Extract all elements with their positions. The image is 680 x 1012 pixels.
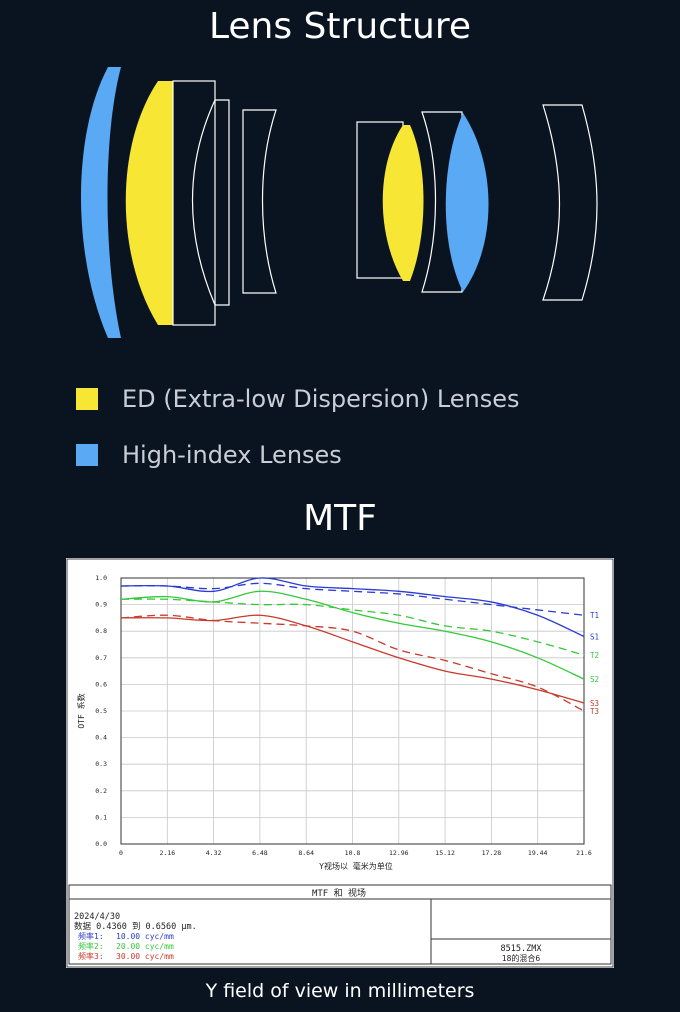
y-tick-label: 0.0 [95, 840, 107, 848]
x-tick-label: 6.48 [252, 849, 268, 857]
x-tick-label: 21.6 [576, 849, 592, 857]
lens-element-1-high-index [81, 67, 121, 338]
x-tick-label: 17.28 [482, 849, 502, 857]
info-data-range: 数据 0.4360 到 0.6560 μm. [74, 921, 197, 932]
series-label-t3: T3 [590, 707, 599, 716]
info-frequency-3: 频率3: 30.00 cyc/mm [78, 951, 174, 961]
info-file-desc: 18的混合6 [502, 953, 541, 963]
mtf-chart-panel: 0 2.16 4.32 6.48 8.64 10.8 12.96 15.12 17.28 19.4… [66, 558, 614, 968]
mtf-chart: 0 2.16 4.32 6.48 8.64 10.8 12.96 15.12 17.28 19.4… [66, 558, 614, 968]
lens-element-7-ed [382, 125, 424, 281]
info-frequency-1: 频率1: 10.00 cyc/mm [78, 931, 174, 941]
y-tick-label: 0.7 [95, 654, 107, 662]
series-label-s2: S2 [590, 675, 599, 684]
y-tick-label: 0.6 [95, 680, 107, 688]
info-frequency-2: 频率2: 20.00 cyc/mm [78, 941, 174, 951]
y-axis-label: OTF 系数 [76, 693, 86, 728]
lens-structure-title: Lens Structure [208, 6, 472, 47]
frequency-3-label: 频率3: [78, 951, 104, 961]
info-date: 2024/4/30 [74, 912, 120, 922]
series-label-s3: S3 [590, 699, 599, 708]
y-tick-label: 0.2 [95, 787, 107, 795]
legend-item-high-index: High-index Lenses [76, 441, 342, 469]
x-tick-label: 4.32 [206, 849, 222, 857]
frequency-2-value: 20.00 cyc/mm [116, 942, 174, 951]
lens-element-9-high-index [445, 113, 489, 292]
x-tick-label: 2.16 [159, 849, 175, 857]
info-file-name: 8515.ZMX [501, 944, 543, 954]
legend-swatch-high-index [76, 444, 98, 466]
series-label-t1: T1 [590, 611, 599, 620]
lens-element-2-ed [125, 81, 173, 325]
frequency-3-value: 30.00 cyc/mm [116, 952, 174, 961]
x-tick-label: 12.96 [389, 849, 409, 857]
frequency-1-value: 10.00 cyc/mm [116, 932, 174, 941]
mtf-title: MTF [303, 498, 377, 539]
series-line-s1 [120, 577, 585, 638]
legend-swatch-ed [76, 388, 98, 410]
series-line-s2 [120, 590, 585, 680]
legend-label-ed: ED (Extra-low Dispersion) Lenses [122, 385, 520, 413]
series-line-t1 [120, 582, 585, 616]
frequency-1-label: 频率1: [78, 931, 104, 941]
x-tick-label: 19.44 [528, 849, 548, 857]
lens-element-4 [192, 99, 230, 306]
series-line-t3 [120, 614, 585, 712]
lens-element-8 [421, 111, 463, 293]
chart-title: MTF 和 视场 [312, 887, 366, 899]
series-label-s1: S1 [590, 633, 599, 642]
frequency-2-label: 频率2: [78, 941, 104, 951]
y-tick-label: 0.3 [95, 760, 107, 768]
x-tick-label: 15.12 [435, 849, 455, 857]
series-label-t2: T2 [590, 651, 599, 660]
mtf-caption: Y field of view in millimeters [205, 980, 475, 1002]
y-tick-label: 0.5 [95, 707, 107, 715]
y-tick-label: 1.0 [95, 574, 107, 582]
info-box [68, 898, 612, 965]
y-tick-label: 0.8 [95, 627, 107, 635]
series-line-s3 [120, 614, 585, 704]
lens-element-5 [242, 109, 277, 294]
lens-element-10 [542, 104, 598, 301]
x-tick-label: 8.64 [298, 849, 314, 857]
lens-element-3 [172, 80, 216, 326]
y-tick-label: 0.9 [95, 601, 107, 609]
legend-label-high-index: High-index Lenses [122, 441, 342, 469]
x-tick-label: 0 [119, 849, 123, 857]
lens-structure-diagram [81, 67, 598, 338]
x-axis-label: Y视场以 毫米为单位 [319, 861, 393, 871]
plot-area-border [120, 577, 585, 845]
x-tick-label: 10.8 [345, 849, 361, 857]
y-tick-label: 0.4 [95, 734, 107, 742]
legend-item-ed: ED (Extra-low Dispersion) Lenses [76, 385, 520, 413]
y-tick-label: 0.1 [95, 813, 107, 821]
